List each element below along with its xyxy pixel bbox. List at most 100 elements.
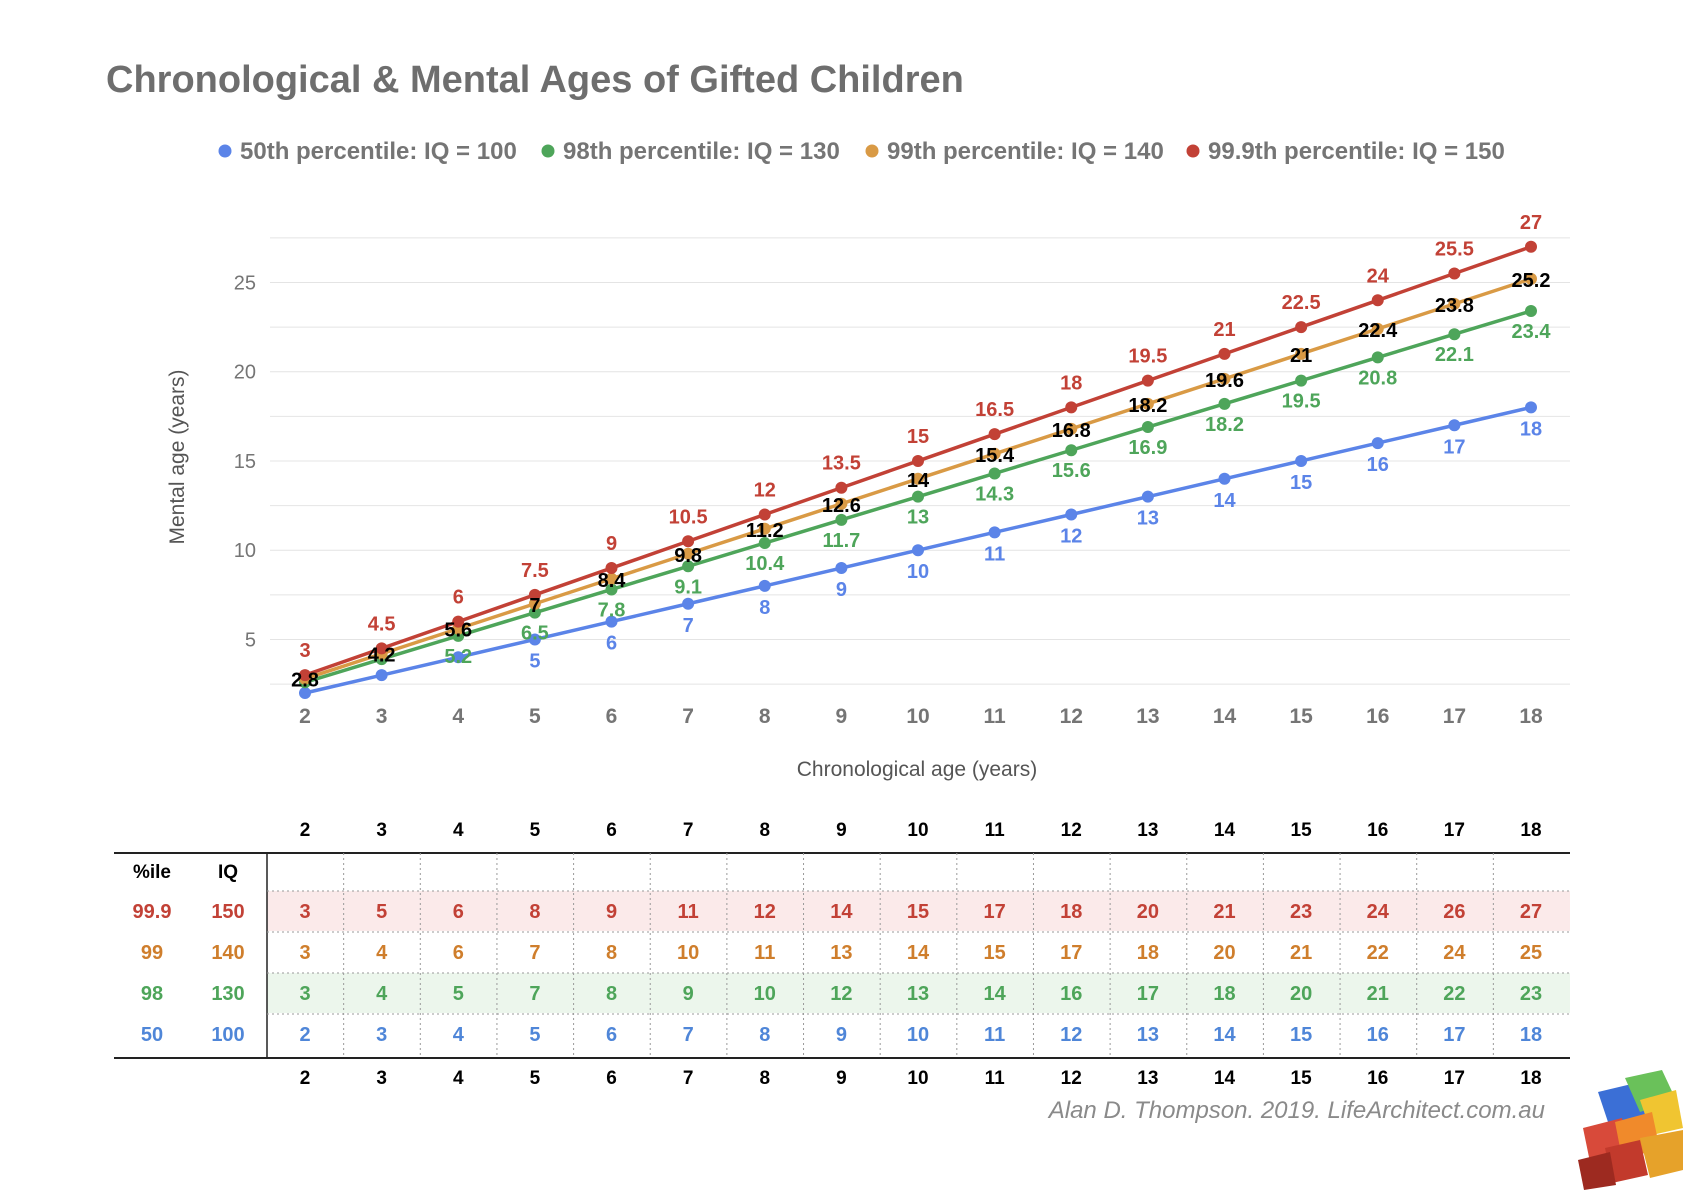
y-tick-label: 10	[234, 540, 256, 562]
data-point	[835, 562, 848, 575]
y-tick-label: 5	[245, 629, 256, 651]
table-cell: 14	[984, 983, 1007, 1005]
data-label: 23.8	[1435, 295, 1474, 317]
table-cell: 8	[759, 1024, 770, 1046]
data-label: 7.8	[598, 599, 626, 621]
table-header-age: 11	[985, 820, 1006, 841]
y-axis-label: Mental age (years)	[166, 369, 189, 544]
data-label: 16.9	[1128, 437, 1167, 459]
data-label: 15	[1290, 472, 1312, 494]
table-row-percentile: 99	[141, 942, 163, 964]
table-cell: 8	[606, 983, 617, 1005]
x-tick-label: 10	[906, 705, 929, 728]
data-point	[452, 651, 465, 664]
data-point	[835, 497, 848, 510]
data-label: 10.5	[669, 506, 708, 528]
table-cell: 21	[1367, 983, 1389, 1005]
table-cell: 9	[836, 1024, 847, 1046]
table-footer-age: 17	[1444, 1068, 1465, 1089]
table-cell: 20	[1290, 983, 1312, 1005]
legend-label-0: 50th percentile: IQ = 100	[240, 138, 517, 165]
x-tick-label: 2	[299, 705, 311, 728]
table-row-iq: 140	[211, 942, 244, 964]
data-label: 9	[606, 533, 617, 555]
table-cell: 5	[529, 1024, 540, 1046]
table-cell: 18	[1060, 901, 1082, 923]
data-label: 18.2	[1128, 395, 1167, 417]
data-point	[605, 583, 618, 596]
data-point	[758, 522, 771, 535]
data-point	[682, 547, 695, 560]
data-label: 7	[529, 595, 540, 617]
table-row-percentile: 99.9	[133, 901, 172, 923]
data-point	[1371, 351, 1384, 364]
data-label: 18.2	[1205, 414, 1244, 436]
data-point	[912, 490, 924, 503]
table-footer-age: 11	[985, 1068, 1006, 1089]
data-label: 22.5	[1282, 292, 1321, 314]
data-point	[528, 597, 541, 610]
table-cell: 18	[1213, 983, 1235, 1005]
table-cell: 17	[1443, 1024, 1465, 1046]
data-label: 14.3	[975, 483, 1014, 505]
x-tick-label: 12	[1060, 705, 1083, 728]
table-cell: 12	[754, 901, 776, 923]
data-label: 9.1	[674, 576, 702, 598]
table-cell: 21	[1290, 942, 1312, 964]
x-tick-label: 13	[1136, 705, 1159, 728]
data-point	[835, 481, 848, 494]
table-cell: 24	[1443, 942, 1466, 964]
table-cell: 27	[1520, 901, 1542, 923]
table-cell: 14	[1213, 1024, 1236, 1046]
data-point	[1525, 305, 1537, 318]
data-point	[1371, 322, 1384, 335]
table-cell: 17	[984, 901, 1006, 923]
data-label: 3	[299, 640, 310, 662]
x-tick-label: 5	[529, 705, 541, 728]
x-axis-ticks: 2 3 4 5 6 7 8 9 10 11 12 13 14 15 16 17 18	[299, 705, 1543, 728]
x-tick-label: 14	[1213, 705, 1237, 728]
data-point	[912, 472, 924, 485]
table-header-age: 4	[453, 820, 464, 841]
credit-text: Alan D. Thompson. 2019. LifeArchitect.co…	[1047, 1097, 1545, 1124]
table-header-age: 18	[1520, 820, 1541, 841]
y-tick-label: 15	[234, 451, 256, 473]
data-point	[682, 597, 695, 610]
table-cell: 4	[376, 942, 388, 964]
legend-marker-0	[218, 144, 232, 158]
table-footer-age: 18	[1520, 1068, 1541, 1089]
data-point	[1371, 294, 1384, 307]
data-point	[1295, 347, 1308, 360]
table-footer-age: 10	[907, 1068, 928, 1089]
table-cell: 11	[754, 942, 775, 964]
data-label: 15	[907, 426, 929, 448]
data-label: 13.5	[822, 453, 861, 475]
table-cell: 5	[453, 983, 464, 1005]
table-cell: 4	[376, 983, 388, 1005]
legend-marker-2	[865, 144, 879, 158]
data-label: 6	[606, 633, 617, 655]
data-label: 8	[759, 597, 770, 619]
data-point	[375, 642, 388, 655]
table-header-age: 13	[1137, 820, 1158, 841]
y-tick-label: 25	[234, 272, 256, 294]
table-cell: 9	[606, 901, 617, 923]
data-point	[1525, 401, 1537, 414]
data-point	[299, 687, 311, 699]
data-label: 14	[907, 470, 930, 492]
table-footer-age: 3	[376, 1068, 387, 1089]
data-label: 15.6	[1052, 460, 1091, 482]
data-point	[605, 562, 618, 575]
x-tick-label: 16	[1366, 705, 1389, 728]
data-label: 19.6	[1205, 370, 1244, 392]
table-header-age: 14	[1214, 820, 1236, 841]
table-cell: 17	[1137, 983, 1159, 1005]
x-tick-label: 18	[1519, 705, 1543, 728]
x-axis-label: Chronological age (years)	[797, 758, 1037, 781]
table-cell: 3	[299, 901, 310, 923]
data-label: 23.4	[1512, 321, 1552, 343]
data-point	[528, 588, 541, 601]
table-footer-age: 2	[300, 1068, 311, 1089]
data-label: 5.6	[444, 620, 472, 642]
data-point	[452, 615, 465, 628]
